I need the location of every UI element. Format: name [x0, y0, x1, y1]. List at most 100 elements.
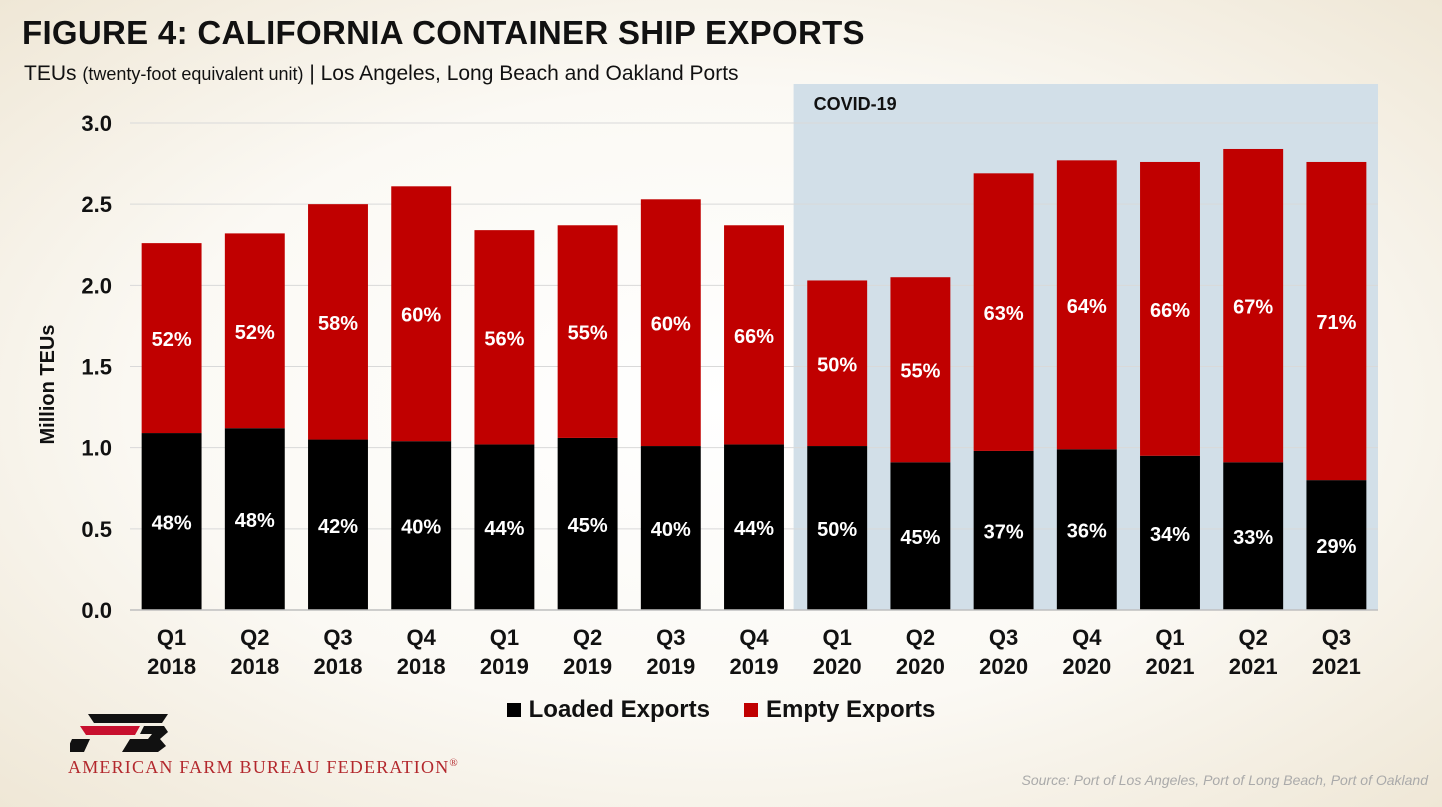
x-tick-label-year: 2020 [979, 654, 1028, 679]
data-label-empty: 71% [1316, 312, 1356, 334]
legend-label-loaded: Loaded Exports [528, 696, 710, 723]
bar-empty [807, 280, 868, 447]
legend-item-loaded: Loaded Exports [506, 696, 710, 724]
bar-loaded [1306, 480, 1367, 610]
subtitle-paren: (twenty-foot equivalent unit) [82, 64, 304, 84]
bar-loaded [557, 437, 618, 610]
x-tick-label-year: 2019 [563, 654, 612, 679]
bar-loaded [1140, 455, 1200, 610]
subtitle-rest: | Los Angeles, Long Beach and Oakland Po… [309, 62, 739, 85]
data-label-empty: 63% [984, 303, 1024, 325]
x-tick-label-quarter: Q1 [490, 625, 519, 650]
data-label-empty: 60% [651, 314, 691, 336]
chart-title: FIGURE 4: CALIFORNIA CONTAINER SHIP EXPO… [22, 14, 865, 51]
x-tick-label-year: 2019 [646, 654, 695, 679]
x-tick-label-year: 2020 [896, 654, 945, 679]
x-tick-label-quarter: Q4 [739, 625, 769, 650]
source-note: Source: Port of Los Angeles, Port of Lon… [1021, 772, 1429, 788]
x-tick-label-year: 2018 [314, 654, 363, 679]
x-tick-label-quarter: Q4 [1072, 625, 1102, 650]
bar-empty [308, 204, 368, 440]
bar-empty [890, 277, 951, 463]
bar-empty [391, 186, 452, 442]
data-label-empty: 56% [484, 328, 524, 350]
data-label-empty: 60% [401, 305, 441, 327]
x-tick-label-year: 2020 [1062, 654, 1111, 679]
x-tick-label-quarter: Q4 [407, 625, 437, 650]
data-label-empty: 64% [1067, 296, 1107, 318]
x-tick-label-quarter: Q1 [823, 625, 852, 650]
subtitle-main: TEUs [24, 62, 77, 85]
data-label-loaded: 40% [401, 517, 441, 539]
bar-loaded [890, 462, 951, 610]
x-tick-label-quarter: Q1 [157, 625, 186, 650]
x-tick-label-year: 2020 [813, 654, 862, 679]
data-label-empty: 52% [235, 322, 275, 344]
data-label-loaded: 36% [1067, 521, 1107, 543]
data-label-empty: 50% [817, 354, 857, 376]
x-tick-label-year: 2018 [230, 654, 279, 679]
bar-empty [1223, 148, 1284, 463]
x-tick-label-quarter: Q2 [573, 625, 602, 650]
chart-legend: Loaded Exports Empty Exports [0, 696, 1442, 724]
x-tick-label-year: 2018 [147, 654, 196, 679]
y-tick-label: 1.0 [81, 436, 112, 461]
data-label-loaded: 33% [1233, 527, 1273, 549]
org-registered: ® [449, 757, 459, 769]
bar-loaded [1056, 449, 1117, 610]
org-name: AMERICAN FARM BUREAU FEDERATION® [68, 757, 459, 778]
x-tick-label-quarter: Q1 [1155, 625, 1184, 650]
bar-loaded [724, 444, 784, 610]
farm-bureau-logo-icon [70, 714, 168, 752]
bar-empty [474, 230, 535, 445]
data-label-loaded: 37% [984, 521, 1024, 543]
y-tick-label: 1.5 [81, 355, 112, 380]
data-label-loaded: 34% [1150, 524, 1190, 546]
data-label-loaded: 44% [484, 518, 524, 540]
data-label-loaded: 29% [1316, 536, 1356, 558]
data-label-empty: 55% [900, 361, 940, 383]
bar-empty [224, 233, 285, 429]
x-tick-label-year: 2019 [480, 654, 529, 679]
bar-empty [1140, 161, 1200, 456]
y-tick-label: 0.0 [81, 598, 112, 623]
legend-swatch-empty [743, 703, 758, 717]
data-label-loaded: 42% [318, 516, 358, 538]
chart-subtitle: TEUs (twenty-foot equivalent unit) | Los… [24, 62, 739, 86]
bar-loaded [973, 450, 1034, 610]
bar-empty [557, 225, 618, 438]
y-axis-label: Million TEUs [37, 325, 59, 445]
data-label-loaded: 48% [235, 510, 275, 532]
data-label-empty: 66% [1150, 300, 1190, 322]
data-label-loaded: 50% [817, 519, 857, 541]
x-tick-label-quarter: Q2 [240, 625, 269, 650]
bar-loaded [308, 439, 368, 610]
bar-empty [1056, 160, 1117, 450]
bar-loaded [807, 446, 868, 610]
data-label-empty: 58% [318, 313, 358, 335]
data-label-empty: 55% [568, 323, 608, 345]
bar-empty [1306, 161, 1367, 481]
y-tick-label: 2.0 [81, 273, 112, 298]
x-tick-label-quarter: Q3 [656, 625, 685, 650]
data-label-empty: 66% [734, 326, 774, 348]
bar-empty [640, 199, 701, 447]
bar-loaded [640, 446, 701, 610]
bar-empty [141, 243, 202, 434]
bar-loaded [391, 441, 452, 610]
legend-label-empty: Empty Exports [765, 696, 936, 723]
x-tick-label-quarter: Q2 [906, 625, 935, 650]
data-label-empty: 67% [1233, 297, 1273, 319]
x-tick-label-year: 2021 [1229, 654, 1278, 679]
legend-swatch-loaded [506, 703, 521, 717]
bar-loaded [224, 428, 285, 610]
legend-item-empty: Empty Exports [743, 696, 936, 724]
data-label-loaded: 44% [734, 518, 774, 540]
data-label-loaded: 48% [152, 513, 192, 535]
x-tick-label-quarter: Q3 [323, 625, 352, 650]
x-tick-label-year: 2021 [1146, 654, 1195, 679]
bar-loaded [474, 444, 535, 610]
y-tick-label: 2.5 [81, 192, 112, 217]
x-tick-label-year: 2018 [397, 654, 446, 679]
